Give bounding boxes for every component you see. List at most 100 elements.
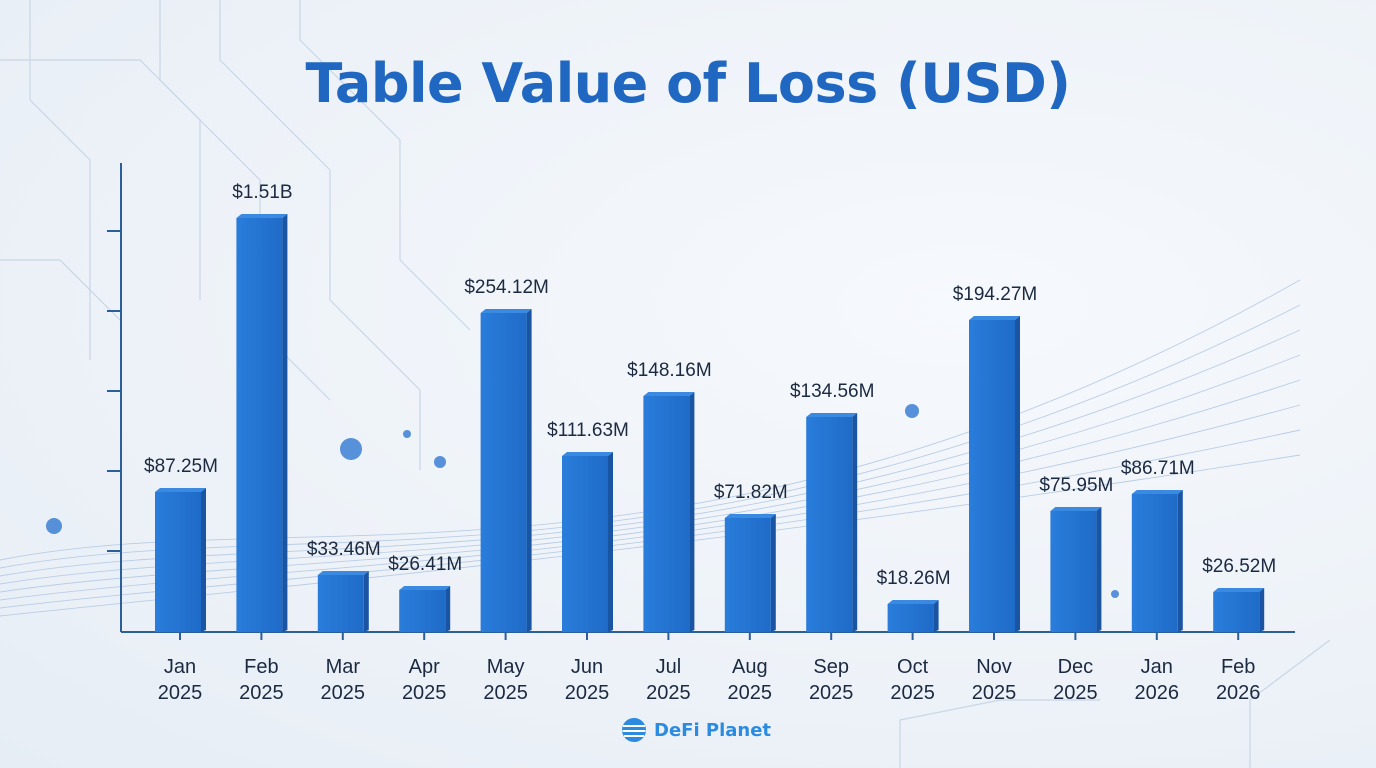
data-label: $254.12M: [464, 277, 549, 298]
bar-0: $87.25M Jan 2025: [144, 456, 218, 704]
bar-10: $194.27M Nov 2025: [953, 284, 1038, 704]
x-tick-label-month: Jan: [1141, 656, 1173, 678]
x-tick-label-month: Apr: [409, 656, 440, 678]
bar-11: $75.95M Dec 2025: [1039, 475, 1113, 704]
bar: [562, 456, 608, 632]
bar: [969, 320, 1015, 632]
x-tick-label-month: May: [487, 656, 525, 678]
bar-8: $134.56M Sep 2025: [790, 381, 875, 704]
bar-side: [282, 214, 288, 632]
bar-side: [445, 586, 451, 632]
x-tick-label-month: Dec: [1058, 656, 1094, 678]
bar: [724, 518, 771, 632]
data-label: $148.16M: [627, 360, 712, 381]
x-tick-label-month: Nov: [976, 656, 1012, 678]
data-label: $71.82M: [714, 482, 788, 503]
bar-top: [480, 309, 532, 313]
data-label: $26.41M: [388, 554, 462, 575]
bar-top: [806, 413, 858, 417]
data-label: $18.26M: [877, 568, 951, 589]
data-label: $33.46M: [307, 539, 381, 560]
axes: [107, 163, 1295, 633]
x-tick-label-year: 2025: [158, 682, 203, 704]
bar-3: $26.41M Apr 2025: [388, 554, 462, 704]
x-tick-label-month: Oct: [897, 656, 929, 678]
x-tick-label-month: Jun: [571, 656, 603, 678]
x-tick-label-year: 2025: [809, 682, 854, 704]
x-tick-label-year: 2025: [402, 682, 447, 704]
bar-13: $26.52M Feb 2026: [1202, 556, 1276, 704]
x-tick-label-month: Aug: [732, 656, 768, 678]
bar-side: [852, 413, 858, 632]
bar: [1050, 511, 1097, 632]
bar-top: [969, 316, 1020, 320]
bar-side: [1259, 588, 1265, 632]
bar-2: $33.46M Mar 2025: [307, 539, 381, 704]
bar-side: [1096, 507, 1102, 632]
bar-top: [317, 571, 369, 575]
x-tick-label-year: 2026: [1135, 682, 1180, 704]
x-tick-label-year: 2025: [972, 682, 1017, 704]
data-label: $26.52M: [1202, 556, 1276, 577]
bar-5: $111.63M Jun 2025: [547, 420, 629, 704]
circuit-decoration: [0, 0, 1331, 768]
x-tick-label-month: Sep: [813, 656, 849, 678]
bar-side: [526, 309, 532, 632]
bar: [236, 218, 283, 632]
globe-icon: [622, 718, 646, 742]
data-label: $87.25M: [144, 456, 218, 477]
data-label: $134.56M: [790, 381, 875, 402]
x-tick-label-month: Jul: [656, 656, 682, 678]
bar-side: [933, 600, 939, 632]
chart-title: Table Value of Loss (USD): [305, 52, 1071, 115]
bar-1: $1.51B Feb 2025: [232, 182, 292, 704]
bar-side: [608, 452, 613, 632]
bar-top: [399, 586, 451, 590]
bar-side: [689, 392, 695, 632]
bar-top: [1131, 490, 1183, 494]
data-label: $1.51B: [232, 182, 292, 203]
bar: [317, 575, 364, 632]
bar-side: [1177, 490, 1183, 632]
x-tick-label-year: 2025: [321, 682, 366, 704]
x-tick-label-year: 2026: [1216, 682, 1261, 704]
x-tick-label-month: Feb: [1221, 656, 1255, 678]
bar: [643, 396, 690, 632]
bar: [480, 313, 527, 632]
x-tick-label-month: Feb: [244, 656, 278, 678]
bar-top: [887, 600, 939, 604]
logo-text: DeFi Planet: [654, 719, 772, 741]
defi-planet-logo: DeFi Planet: [620, 716, 771, 744]
data-label: $111.63M: [547, 420, 629, 441]
bar-top: [562, 452, 613, 456]
bar: [399, 590, 446, 632]
x-tick-label-month: Mar: [326, 656, 361, 678]
bar-side: [1015, 316, 1020, 632]
bar-6: $148.16M Jul 2025: [627, 360, 712, 704]
bar: [1213, 592, 1260, 632]
bar-top: [643, 392, 695, 396]
x-tick-label-year: 2025: [646, 682, 691, 704]
x-tick-label-year: 2025: [565, 682, 610, 704]
data-label: $75.95M: [1039, 475, 1113, 496]
bar: [155, 492, 201, 632]
bar-side: [770, 514, 776, 632]
x-tick-label-year: 2025: [239, 682, 284, 704]
x-tick-label-year: 2025: [890, 682, 935, 704]
bar-9: $18.26M Oct 2025: [877, 568, 951, 704]
bar-top: [1213, 588, 1265, 592]
bar-top: [1050, 507, 1102, 511]
bar: [806, 417, 853, 632]
x-tick-label-year: 2025: [483, 682, 528, 704]
x-tick-label-year: 2025: [728, 682, 773, 704]
x-tick-label-year: 2025: [1053, 682, 1098, 704]
bar-12: $86.71M Jan 2026: [1121, 458, 1195, 704]
bar: [1131, 494, 1178, 632]
data-label: $86.71M: [1121, 458, 1195, 479]
bar-top: [724, 514, 776, 518]
data-label: $194.27M: [953, 284, 1038, 305]
x-tick-label-month: Jan: [164, 656, 196, 678]
bar-top: [155, 488, 206, 492]
bar-top: [236, 214, 288, 218]
